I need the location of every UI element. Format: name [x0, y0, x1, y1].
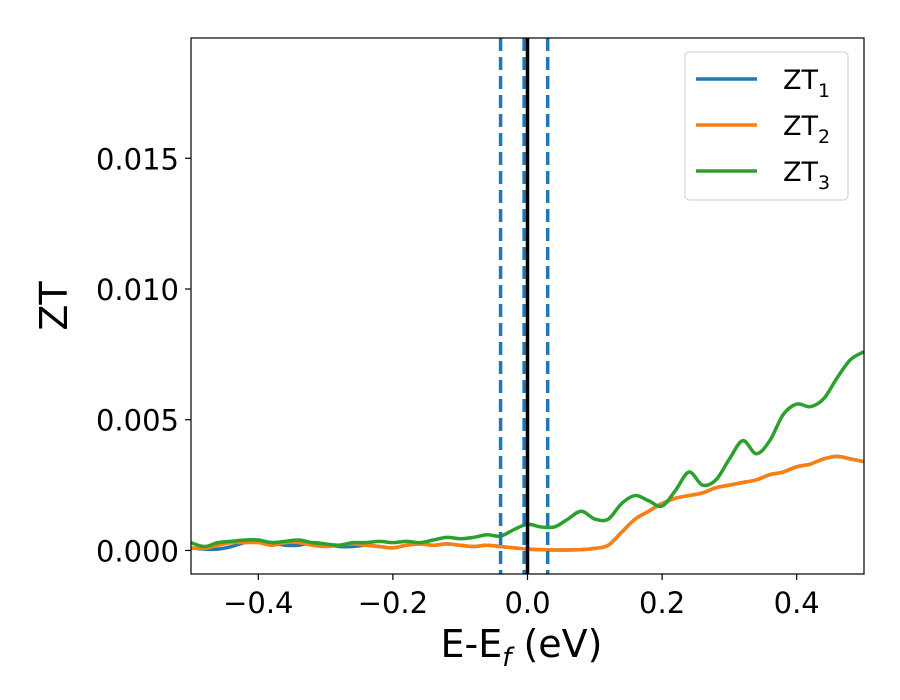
legend-label: ZT2 — [783, 111, 830, 148]
x-tick-label: −0.4 — [223, 586, 293, 620]
x-axis-label-unit: (eV) — [511, 622, 602, 666]
x-tick-label: 0.2 — [639, 586, 685, 620]
legend-item-zt2: ZT2 — [696, 111, 830, 148]
legend: ZT1 ZT2 ZT3 — [684, 51, 849, 201]
x-axis: −0.4 −0.2 0.0 0.2 0.4 — [223, 574, 820, 620]
legend-label: ZT1 — [783, 65, 830, 102]
legend-label: ZT3 — [783, 157, 830, 194]
x-axis-label-main: E-E — [441, 622, 503, 666]
y-tick-label: 0.015 — [96, 142, 179, 176]
legend-item-zt1: ZT1 — [696, 65, 830, 102]
y-axis: 0.000 0.005 0.010 0.015 — [96, 142, 191, 568]
legend-box — [684, 51, 849, 201]
x-tick-label: 0.4 — [774, 586, 820, 620]
legend-item-zt3: ZT3 — [696, 157, 830, 194]
y-tick-label: 0.010 — [96, 273, 179, 307]
x-tick-label: −0.2 — [358, 586, 428, 620]
y-tick-label: 0.005 — [96, 404, 179, 438]
y-axis-label: ZT — [32, 281, 76, 331]
x-tick-label: 0.0 — [504, 586, 550, 620]
reference-lines — [498, 38, 550, 574]
y-tick-label: 0.000 — [96, 534, 179, 568]
x-axis-label: E-Ef (eV) — [441, 622, 603, 673]
